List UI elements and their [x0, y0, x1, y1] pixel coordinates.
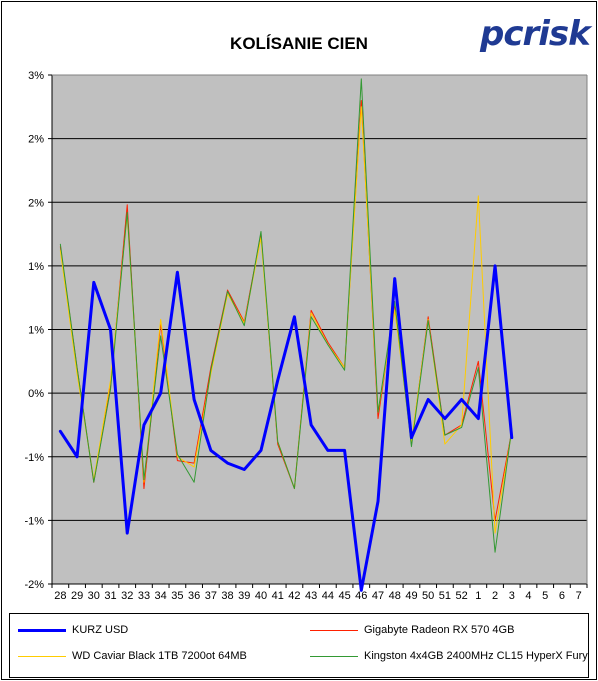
legend-label-kingston: Kingston 4x4GB 2400MHz CL15 HyperX Fury	[364, 650, 588, 663]
x-tick-label: 4	[525, 590, 531, 602]
x-tick-label: 49	[405, 590, 417, 602]
x-tick-label: 46	[355, 590, 367, 602]
x-tick-label: 30	[88, 590, 100, 602]
series-line-kingston-4x4gb-2400mhz-cl15-hyperx-fury	[59, 78, 513, 553]
series-lines	[58, 78, 514, 592]
x-tick-label: 51	[439, 590, 451, 602]
y-tick-label: -2%	[24, 579, 44, 591]
legend-swatch-wd-caviar	[18, 655, 66, 657]
legend-item-wd-caviar: WD Caviar Black 1TB 7200ot 64MB	[18, 650, 247, 662]
series-line-kurz-usd	[58, 264, 514, 592]
legend-swatch-kingston	[310, 655, 358, 657]
y-tick-label: 1%	[28, 325, 44, 337]
x-tick-label: 38	[221, 590, 233, 602]
x-tick-label: 43	[305, 590, 317, 602]
legend-label-kurz-usd: KURZ USD	[72, 624, 129, 637]
x-tick-label: 2	[492, 590, 498, 602]
x-tick-label: 7	[576, 590, 582, 602]
legend-label-wd-caviar: WD Caviar Black 1TB 7200ot 64MB	[72, 650, 247, 663]
x-tick-label: 48	[389, 590, 401, 602]
pcrisk-logo: pcrisk	[480, 14, 591, 54]
x-tick-label: 34	[155, 590, 167, 602]
x-tick-label: 42	[288, 590, 300, 602]
x-axis-ticks: 28 29 30 31 32 33 34 35 36 37 38 39 40 41 42 43 44 45 46 47…	[51, 584, 588, 602]
x-tick-label: 33	[138, 590, 150, 602]
x-tick-label: 6	[559, 590, 565, 602]
x-tick-label: 29	[71, 590, 83, 602]
x-tick-label: 45	[338, 590, 350, 602]
legend-item-kurz-usd: KURZ USD	[18, 624, 128, 636]
legend-item-gigabyte: Gigabyte Radeon RX 570 4GB	[310, 624, 514, 636]
x-tick-label: 36	[188, 590, 200, 602]
y-tick-label: -1%	[24, 515, 44, 527]
legend-item-kingston: Kingston 4x4GB 2400MHz CL15 HyperX Fury	[310, 650, 588, 662]
y-tick-label: 2%	[28, 197, 44, 209]
x-tick-label: 32	[121, 590, 133, 602]
y-tick-label: -1%	[24, 452, 44, 464]
x-tick-label: 28	[54, 590, 66, 602]
y-tick-label: 2%	[28, 134, 44, 146]
x-tick-label: 40	[255, 590, 267, 602]
y-tick-label: 1%	[28, 261, 44, 273]
x-tick-label: 31	[104, 590, 116, 602]
y-tick-label: 0%	[28, 388, 44, 400]
x-tick-label: 3	[509, 590, 515, 602]
x-tick-label: 50	[422, 590, 434, 602]
legend: KURZ USD Gigabyte Radeon RX 570 4GB WD C…	[9, 613, 589, 678]
x-tick-label: 44	[322, 590, 334, 602]
x-tick-label: 37	[205, 590, 217, 602]
x-tick-label: 35	[171, 590, 183, 602]
chart-title: KOLÍSANIE CIEN	[230, 34, 368, 53]
legend-swatch-kurz-usd	[18, 628, 66, 632]
x-tick-label: 39	[238, 590, 250, 602]
x-tick-label: 1	[475, 590, 481, 602]
y-axis-ticks: -2% -1% -1% 0% 1% 1% 2% 2% 3%	[24, 70, 52, 591]
x-tick-label: 41	[272, 590, 284, 602]
x-tick-label: 47	[372, 590, 384, 602]
x-tick-label: 5	[542, 590, 548, 602]
legend-label-gigabyte: Gigabyte Radeon RX 570 4GB	[364, 624, 515, 637]
x-tick-label: 52	[455, 590, 467, 602]
y-tick-label: 3%	[28, 70, 44, 82]
legend-swatch-gigabyte	[310, 629, 358, 631]
